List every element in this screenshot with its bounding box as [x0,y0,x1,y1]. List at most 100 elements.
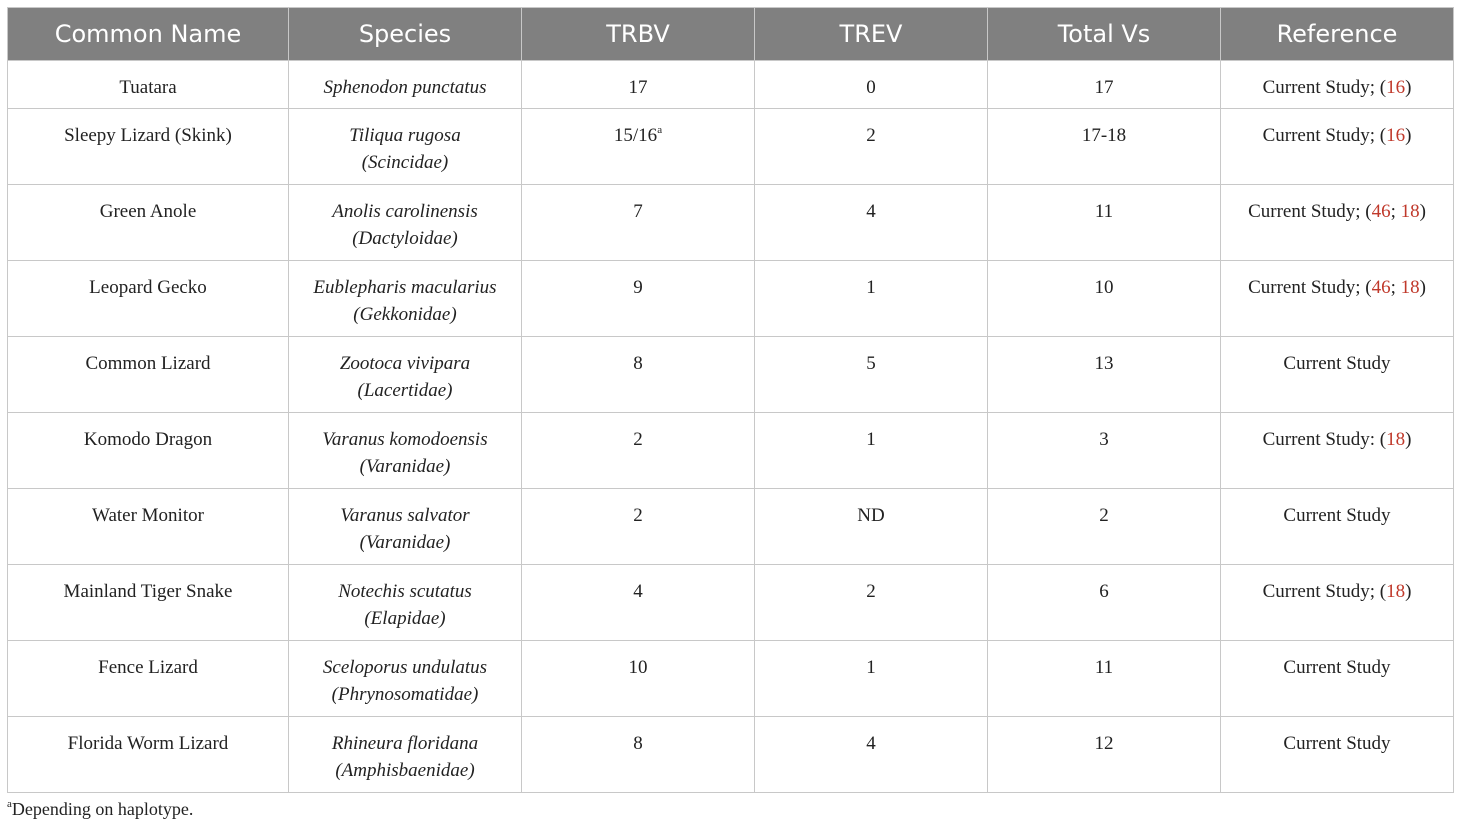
reference-text: Current Study [1283,733,1391,754]
reference-citation-link[interactable]: 46 [1371,277,1391,298]
species-family: (Varanidae) [359,532,451,553]
cell-total-vs: 12 [987,716,1221,793]
cell-species: Varanus komodoensis (Varanidae) [288,412,522,489]
reference-text: ) [1405,77,1412,98]
reference-text: ; [1390,201,1401,222]
total-vs-value: 17-18 [1081,125,1127,146]
cell-total-vs: 17 [987,60,1221,109]
table-row: Water Monitor Varanus salvator (Varanidae)… [7,488,1454,565]
species-name: Tiliqua rugosa [349,125,461,146]
cell-trev: 1 [754,260,988,337]
trbv-value: 8 [633,353,643,374]
reference-text: Current Study [1283,505,1391,526]
total-vs-value: 6 [1099,581,1109,602]
header-trev: TREV [754,7,988,61]
trev-value: 2 [866,125,876,146]
total-vs-value: 10 [1094,277,1114,298]
cell-trbv: 9 [521,260,755,337]
trev-value: 1 [866,429,876,450]
species-table: Common Name Species TRBV TREV Total Vs R… [7,7,1454,793]
reference-text: ) [1405,581,1412,602]
trbv-value: 2 [633,429,643,450]
reference-text: Current Study [1283,657,1391,678]
cell-trbv: 8 [521,716,755,793]
cell-species: Varanus salvator (Varanidae) [288,488,522,565]
cell-reference: Current Study [1220,488,1454,565]
reference-citation-link[interactable]: 16 [1386,77,1406,98]
common-name: Komodo Dragon [83,429,213,450]
trev-value: 4 [866,733,876,754]
trbv-value: 10 [628,657,648,678]
cell-common-name: Mainland Tiger Snake [7,564,289,641]
cell-trbv: 17 [521,60,755,109]
trev-value: 1 [866,277,876,298]
reference-citation-link[interactable]: 18 [1400,201,1420,222]
header-reference: Reference [1220,7,1454,61]
total-vs-value: 12 [1094,733,1114,754]
total-vs-value: 11 [1094,201,1114,222]
trev-value: 4 [866,201,876,222]
reference-text: Current Study; ( [1248,201,1372,222]
trbv-value: 4 [633,581,643,602]
reference-text: Current Study; ( [1248,277,1372,298]
common-name: Sleepy Lizard (Skink) [64,125,232,146]
reference-text: Current Study: ( [1262,429,1387,450]
species-name: Varanus komodoensis [322,429,488,450]
species-family: (Dactyloidae) [352,228,458,249]
cell-reference: Current Study; (46; 18) [1220,260,1454,337]
cell-trbv: 4 [521,564,755,641]
cell-total-vs: 2 [987,488,1221,565]
total-vs-value: 13 [1094,353,1114,374]
common-name: Florida Worm Lizard [67,733,229,754]
table-row: Fence Lizard Sceloporus undulatus (Phrynos… [7,640,1454,717]
reference-citation-link[interactable]: 18 [1400,277,1420,298]
species-family: (Gekkonidae) [353,304,457,325]
reference-text: ) [1405,125,1412,146]
reference-text: ) [1419,277,1426,298]
reference-citation-link[interactable]: 18 [1386,581,1406,602]
cell-trbv: 2 [521,488,755,565]
cell-total-vs: 17-18 [987,108,1221,185]
species-family: (Lacertidae) [357,380,453,401]
total-vs-value: 11 [1094,657,1114,678]
cell-common-name: Leopard Gecko [7,260,289,337]
common-name: Water Monitor [92,505,204,526]
species-name: Eublepharis macularius [313,277,497,298]
species-name: Sphenodon punctatus [323,77,487,98]
cell-trev: 2 [754,564,988,641]
reference-citation-link[interactable]: 16 [1386,125,1406,146]
header-common-name: Common Name [7,7,289,61]
reference-citation-link[interactable]: 18 [1386,429,1406,450]
header-trbv: TRBV [521,7,755,61]
species-name: Anolis carolinensis [332,201,478,222]
reference-citation-link[interactable]: 46 [1371,201,1391,222]
table-row: Common Lizard Zootoca vivipara (Lacertidae… [7,336,1454,413]
cell-common-name: Fence Lizard [7,640,289,717]
cell-species: Eublepharis macularius (Gekkonidae) [288,260,522,337]
species-family: (Varanidae) [359,456,451,477]
reference-text: Current Study [1283,353,1391,374]
total-vs-value: 2 [1099,505,1109,526]
reference-text: ) [1419,201,1426,222]
trbv-value: 9 [633,277,643,298]
header-total-vs: Total Vs [987,7,1221,61]
cell-total-vs: 13 [987,336,1221,413]
cell-species: Notechis scutatus (Elapidae) [288,564,522,641]
species-name: Zootoca vivipara [339,353,471,374]
trev-value: 5 [866,353,876,374]
cell-common-name: Green Anole [7,184,289,261]
species-family: (Elapidae) [364,608,446,629]
trbv-value: 2 [633,505,643,526]
cell-reference: Current Study; (46; 18) [1220,184,1454,261]
table-row: Mainland Tiger Snake Notechis scutatus (El… [7,564,1454,641]
cell-reference: Current Study [1220,336,1454,413]
footnote-marker: a [7,798,12,810]
footnote: aDepending on haplotype. [7,799,193,820]
cell-total-vs: 6 [987,564,1221,641]
table-row: Sleepy Lizard (Skink) Tiliqua rugosa (Scin… [7,108,1454,185]
common-name: Green Anole [99,201,197,222]
species-name: Notechis scutatus [338,581,472,602]
trbv-value: 17 [628,77,648,98]
trev-value: 2 [866,581,876,602]
header-row: Common Name Species TRBV TREV Total Vs R… [7,7,1454,61]
